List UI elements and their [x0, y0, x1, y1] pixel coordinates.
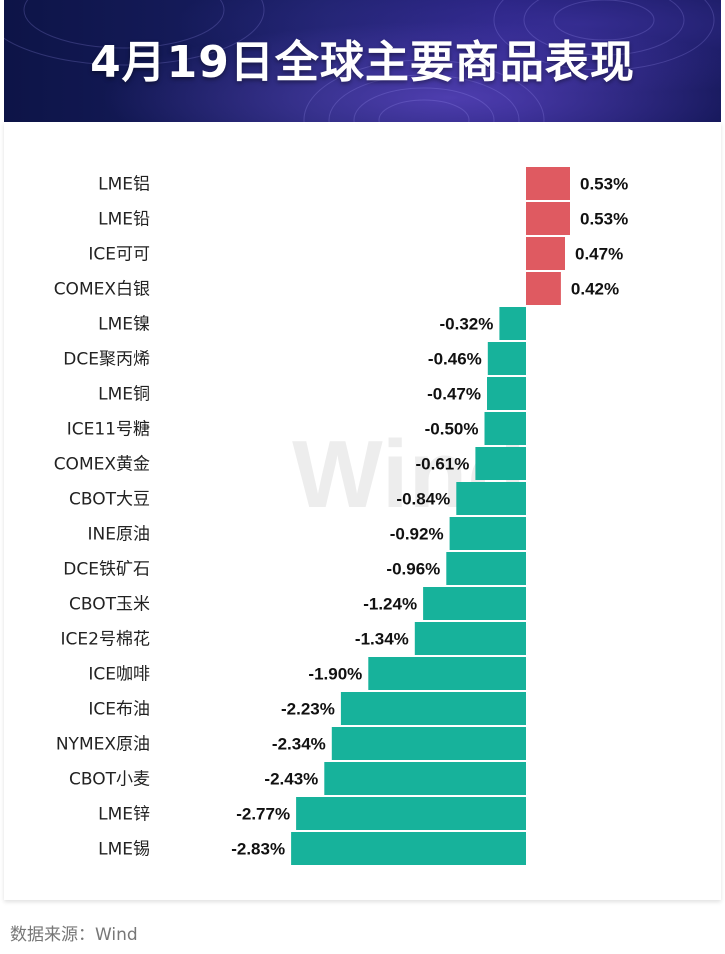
category-label: COMEX黄金 [54, 455, 150, 475]
bar-10 [449, 517, 526, 550]
category-label: LME锌 [98, 805, 150, 825]
value-label: -0.96% [386, 560, 440, 579]
bar-19 [291, 832, 526, 865]
header-banner: 4月19日全球主要商品表现 [4, 0, 721, 122]
data-source-note: 数据来源：Wind [10, 925, 138, 945]
category-label: ICE11号糖 [67, 420, 150, 440]
value-label: -0.32% [440, 315, 494, 334]
bar-chart: Wind LME铝 0.53%LME铅 0.53%ICE可可 0.47%COMEX白银… [54, 167, 628, 865]
bar-4 [499, 307, 526, 340]
bar-0 [526, 167, 570, 200]
bar-13 [414, 622, 526, 655]
category-label: LME锡 [98, 840, 150, 860]
category-label: LME铜 [98, 385, 150, 405]
value-label: 0.47% [575, 245, 623, 264]
category-label: INE原油 [88, 525, 150, 545]
bar-14 [368, 657, 526, 690]
bar-1 [526, 202, 570, 235]
value-label: 0.53% [580, 175, 628, 194]
bar-7 [484, 412, 526, 445]
value-label: 0.42% [571, 280, 619, 299]
value-label: -2.43% [264, 770, 318, 789]
category-label: LME镍 [98, 315, 150, 335]
category-label: ICE2号棉花 [61, 630, 150, 650]
category-label: ICE布油 [88, 700, 150, 720]
category-label: CBOT玉米 [69, 595, 150, 615]
value-label: -1.34% [355, 630, 409, 649]
category-label: CBOT小麦 [69, 770, 150, 790]
bar-3 [526, 272, 561, 305]
value-label: -0.46% [428, 350, 482, 369]
value-label: -2.34% [272, 735, 326, 754]
category-label: NYMEX原油 [56, 735, 150, 755]
bar-17 [324, 762, 526, 795]
bar-16 [331, 727, 526, 760]
category-label: CBOT大豆 [69, 490, 150, 510]
bar-18 [296, 797, 526, 830]
bar-5 [487, 342, 526, 375]
value-label: -2.83% [231, 840, 285, 859]
bar-9 [456, 482, 526, 515]
banner-contour-pattern [4, 0, 715, 122]
value-label: 0.53% [580, 210, 628, 229]
page-title: 4月19日全球主要商品表现 [90, 37, 635, 88]
bar-12 [423, 587, 526, 620]
value-label: -0.61% [416, 455, 470, 474]
category-label: DCE聚丙烯 [63, 350, 150, 370]
bar-15 [340, 692, 526, 725]
value-label: -2.23% [281, 700, 335, 719]
bar-8 [475, 447, 526, 480]
bar-2 [526, 237, 565, 270]
value-label: -0.47% [427, 385, 481, 404]
value-label: -2.77% [236, 805, 290, 824]
category-label: DCE铁矿石 [63, 560, 150, 580]
category-label: LME铝 [98, 175, 150, 195]
value-label: -0.50% [425, 420, 479, 439]
value-label: -1.24% [363, 595, 417, 614]
category-label: ICE咖啡 [88, 665, 150, 685]
category-label: COMEX白银 [54, 280, 150, 300]
chart-panel: Wind LME铝 0.53% LME铅 0.53% ICE可可 0.47% COMEX白银… [4, 122, 721, 900]
category-label: LME铅 [98, 210, 150, 230]
value-label: -1.90% [308, 665, 362, 684]
category-label: ICE可可 [88, 245, 150, 265]
bar-11 [446, 552, 526, 585]
value-label: -0.92% [390, 525, 444, 544]
value-label: -0.84% [396, 490, 450, 509]
bar-6 [487, 377, 526, 410]
